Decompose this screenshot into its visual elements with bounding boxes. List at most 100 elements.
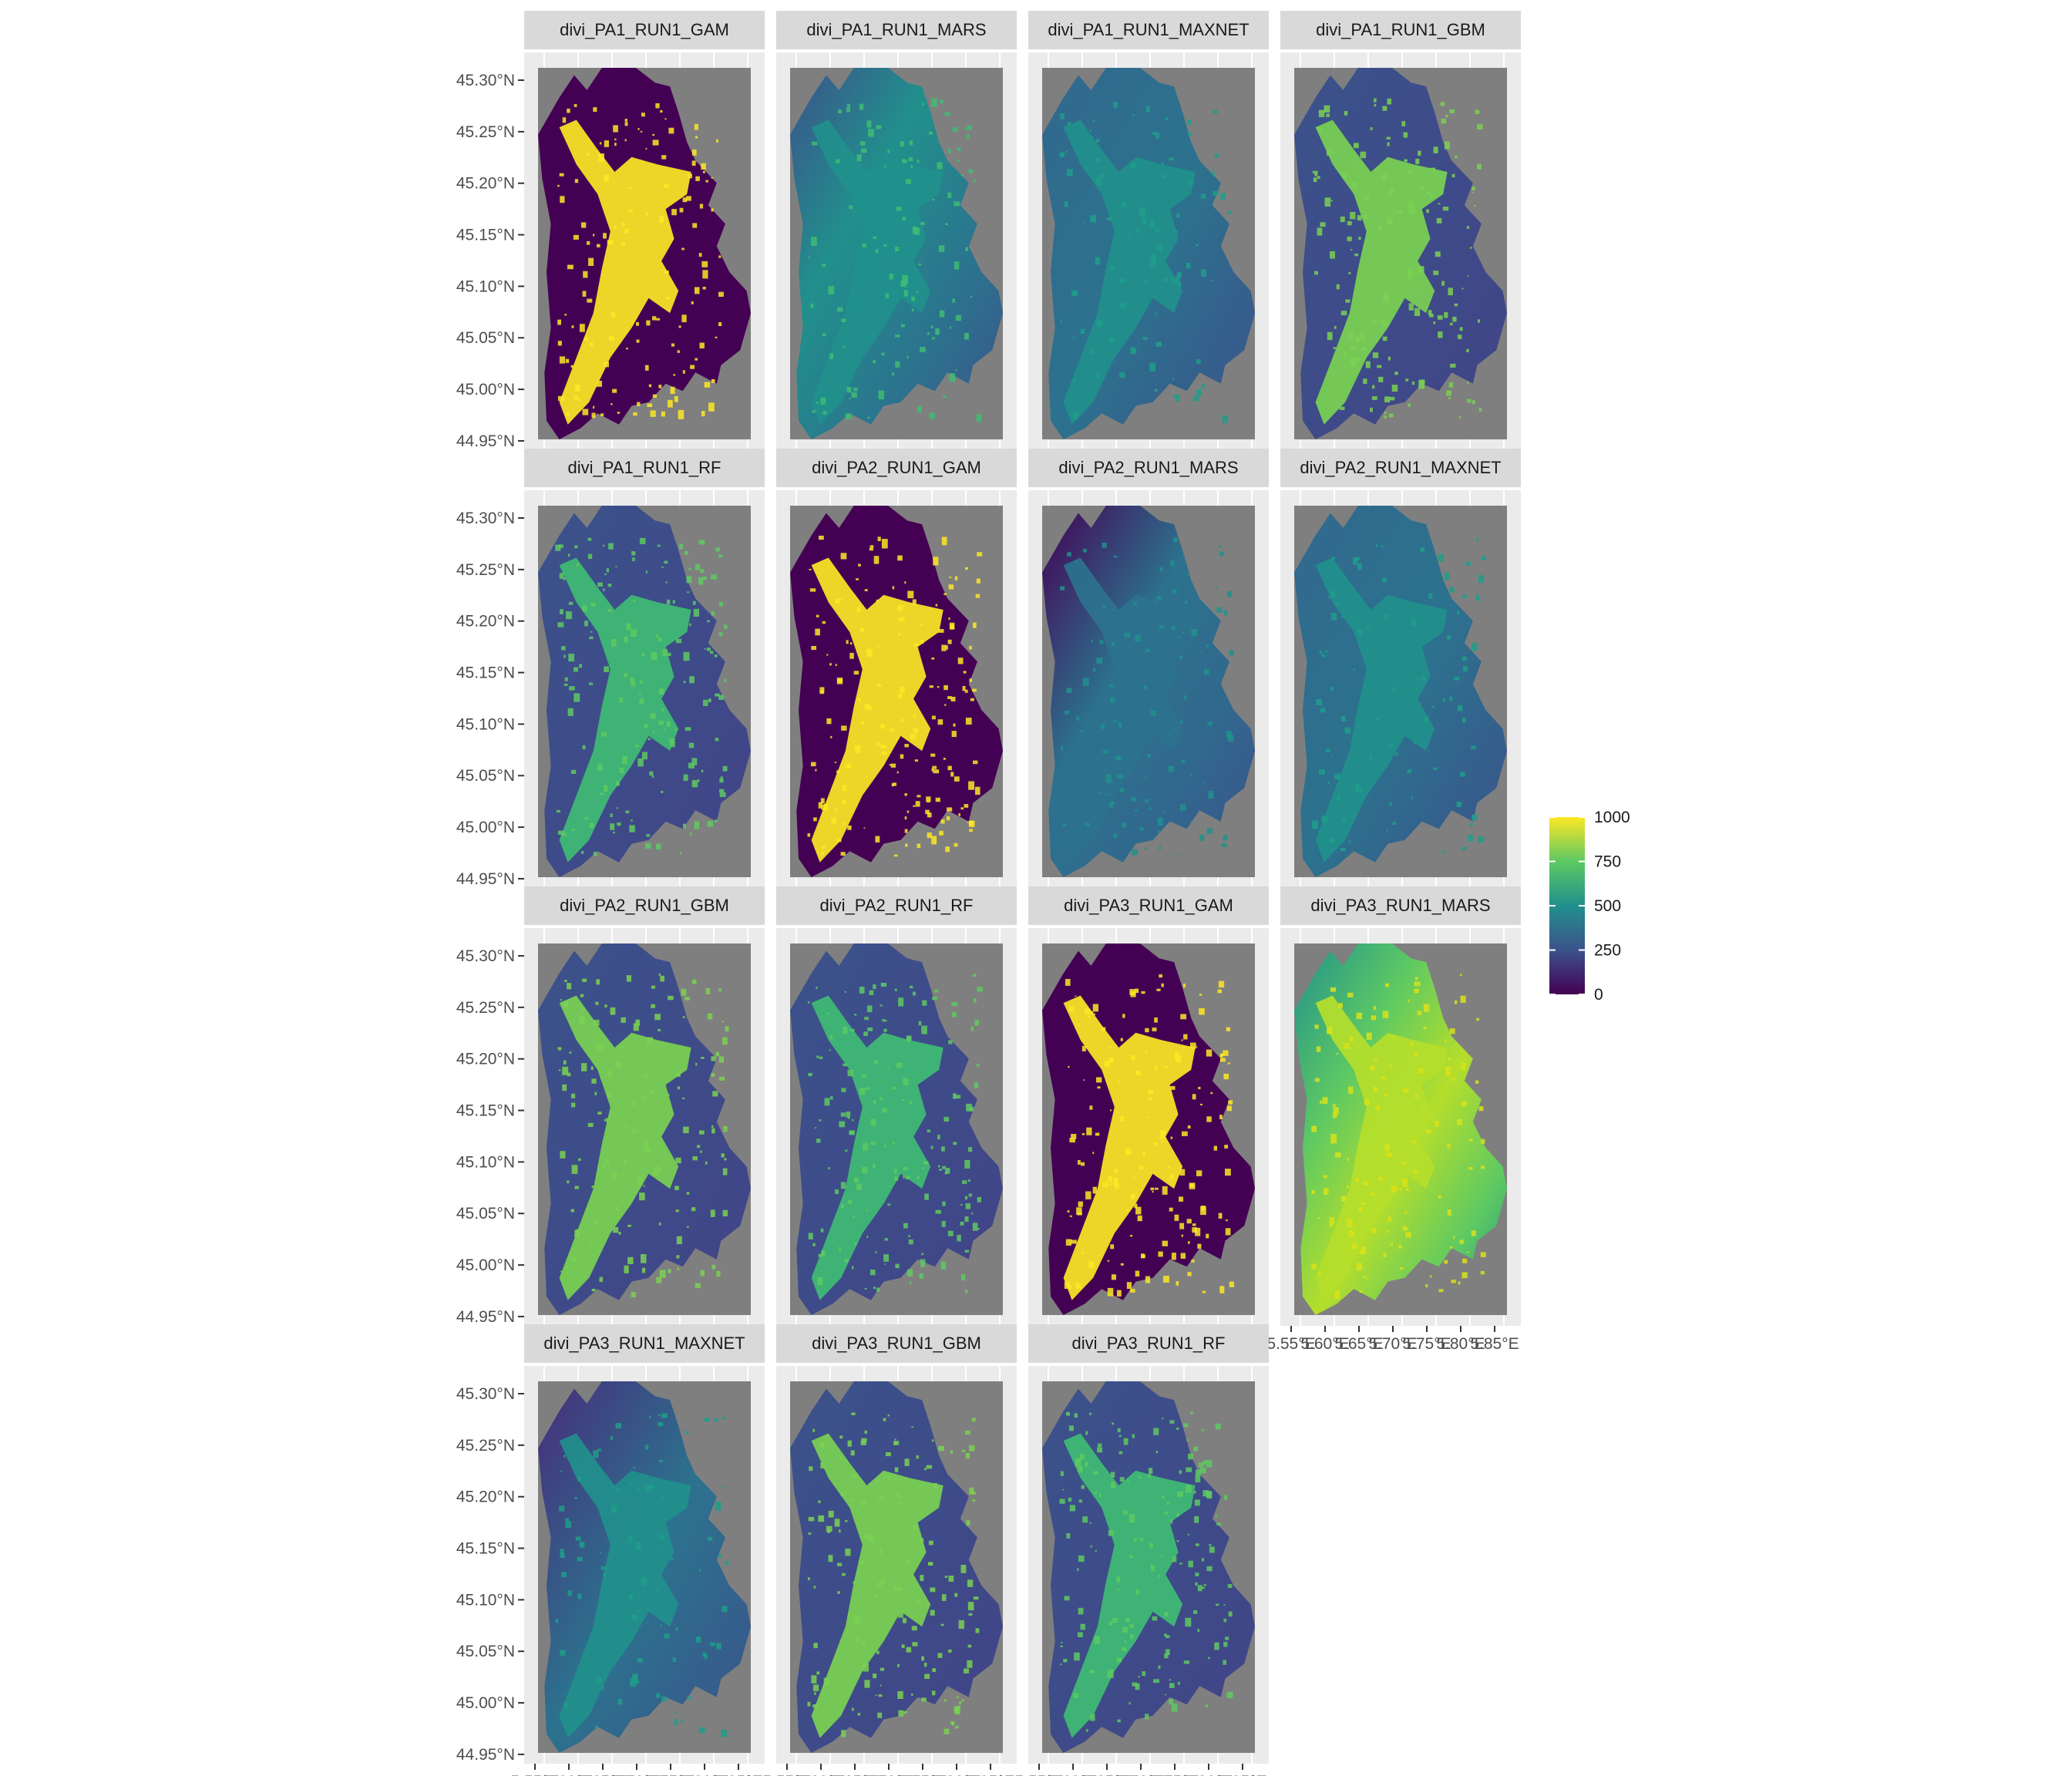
y-tick-label: 45.30°N	[456, 72, 515, 89]
facet-strip	[524, 449, 765, 487]
raster-cell	[1327, 331, 1333, 341]
raster-cell	[870, 1270, 876, 1276]
raster-cell	[1456, 801, 1462, 808]
raster-cell	[1414, 741, 1417, 744]
raster-cell	[922, 103, 924, 106]
raster-cell	[1442, 207, 1449, 211]
raster-cell	[658, 688, 664, 695]
raster-cell	[1206, 644, 1209, 648]
x-tick-label: 5.65°E	[578, 1773, 627, 1776]
raster-cell	[1206, 1566, 1213, 1572]
raster-cell	[651, 652, 658, 661]
raster-cell	[686, 1226, 689, 1228]
raster-cell	[593, 234, 595, 237]
raster-cell	[1344, 111, 1348, 116]
raster-cell	[610, 403, 613, 405]
raster-cell	[1414, 1051, 1418, 1056]
raster-cell	[599, 142, 602, 145]
raster-cell	[599, 1276, 604, 1282]
raster-cell	[859, 103, 864, 110]
raster-cell	[1430, 194, 1433, 197]
raster-cell	[1081, 729, 1084, 732]
raster-cell	[1384, 1093, 1388, 1096]
raster-cell	[1472, 814, 1478, 821]
raster-cell	[1330, 613, 1337, 621]
raster-cell	[633, 412, 637, 416]
raster-cell	[1360, 151, 1367, 159]
raster-cell	[652, 133, 655, 136]
raster-cell	[610, 1436, 614, 1441]
raster-cell	[849, 397, 851, 400]
raster-cell	[1425, 1129, 1431, 1134]
raster-cell	[937, 162, 943, 170]
raster-cell	[1405, 378, 1409, 382]
raster-cell	[927, 1129, 930, 1132]
x-tick-label: 5.60°E	[1048, 1773, 1097, 1776]
raster-cell	[1317, 1216, 1320, 1219]
raster-cell	[647, 1608, 650, 1610]
raster-cell	[1135, 229, 1140, 234]
raster-cell	[1438, 1195, 1441, 1199]
raster-cell	[894, 1441, 897, 1445]
raster-cell	[1319, 651, 1323, 654]
raster-cell	[1324, 197, 1331, 207]
raster-cell	[1372, 319, 1377, 325]
raster-cell	[841, 1730, 846, 1737]
raster-cell	[1371, 1015, 1377, 1021]
raster-cell	[819, 1442, 825, 1448]
raster-cell	[1085, 166, 1088, 170]
raster-cell	[704, 1654, 708, 1660]
raster-cell	[704, 648, 706, 650]
raster-cell	[944, 1699, 947, 1702]
raster-cell	[1181, 1234, 1183, 1237]
raster-cell	[898, 633, 901, 636]
raster-cell	[852, 1473, 858, 1478]
raster-cell	[849, 1130, 855, 1135]
raster-cell	[1195, 1543, 1199, 1546]
raster-cell	[960, 1565, 967, 1573]
raster-cell	[1164, 1694, 1167, 1696]
raster-cell	[1463, 665, 1468, 672]
raster-cell	[1197, 1243, 1202, 1249]
raster-cell	[917, 160, 920, 163]
raster-cell	[630, 1677, 637, 1687]
raster-cell	[677, 350, 680, 353]
raster-cell	[931, 715, 936, 720]
raster-cell	[569, 1051, 572, 1054]
raster-cell	[658, 1113, 661, 1115]
raster-cell	[1135, 988, 1139, 994]
raster-cell	[928, 1540, 933, 1546]
raster-cell	[571, 769, 577, 774]
raster-cell	[1414, 981, 1421, 987]
raster-cell	[1098, 1493, 1102, 1497]
raster-cell	[644, 365, 649, 371]
raster-cell	[1470, 247, 1472, 249]
raster-cell	[610, 311, 616, 318]
raster-cell	[557, 622, 564, 627]
facet-panel: divi_PA1_RUN1_MAXNET	[1028, 11, 1269, 450]
raster-cell	[1175, 1055, 1182, 1063]
raster-cell	[864, 589, 868, 592]
raster-cell	[947, 639, 952, 644]
raster-cell	[1104, 1061, 1110, 1067]
raster-cell	[1223, 610, 1228, 616]
raster-cell	[855, 745, 861, 752]
raster-cell	[964, 1430, 970, 1435]
raster-cell	[702, 576, 707, 580]
raster-cell	[566, 611, 572, 620]
raster-cell	[895, 334, 900, 338]
raster-cell	[567, 264, 574, 270]
raster-cell	[669, 738, 675, 743]
raster-cell	[1171, 1704, 1178, 1712]
raster-cell	[658, 1459, 663, 1462]
raster-cell	[1135, 809, 1138, 812]
raster-cell	[1420, 185, 1425, 190]
raster-cell	[1370, 407, 1373, 412]
raster-cell	[918, 1021, 922, 1026]
raster-cell	[935, 1209, 941, 1214]
raster-cell	[659, 216, 664, 224]
raster-cell	[699, 1569, 701, 1572]
raster-cell	[1375, 1105, 1381, 1112]
x-tick-label: 5.75°E	[1150, 1773, 1199, 1776]
raster-cell	[921, 1493, 924, 1495]
